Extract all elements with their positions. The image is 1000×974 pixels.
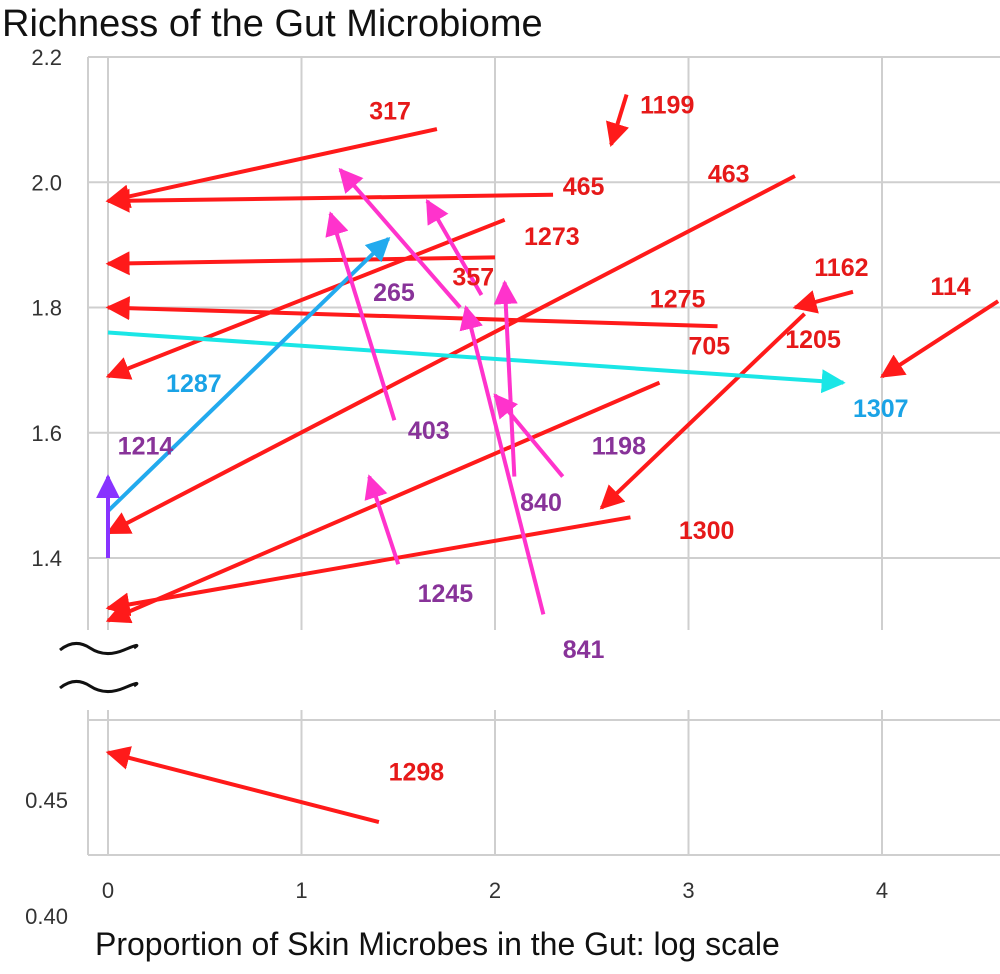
arrow-114 <box>879 299 1000 379</box>
axis-break-icon <box>59 642 139 693</box>
arrow-label-1287: 1287 <box>166 370 222 398</box>
arrow-label-1298: 1298 <box>389 758 445 786</box>
y-tick-label: 0.45 <box>25 788 68 813</box>
y-tick-label: 0.40 <box>25 904 68 929</box>
arrow-1307 <box>107 330 846 394</box>
arrow-1245 <box>364 474 401 565</box>
y-tick-label: 1.6 <box>31 421 62 446</box>
arrow-labels: 317 1199 465 463 1273 1162 114 357 265 1275 705 120… <box>118 91 971 786</box>
arrow-705 <box>105 380 661 624</box>
arrow-label-841: 841 <box>563 636 605 664</box>
y-tick-label: 1.4 <box>31 546 62 571</box>
x-tick-label: 0 <box>102 878 114 903</box>
arrow-label-265: 265 <box>373 279 415 307</box>
arrow-label-465: 465 <box>563 173 605 201</box>
arrow-label-1205: 1205 <box>785 326 841 354</box>
arrow-label-403: 403 <box>408 417 450 445</box>
arrow-1273 <box>105 217 506 380</box>
arrow-label-1273: 1273 <box>524 223 580 251</box>
arrow-label-705: 705 <box>689 332 731 360</box>
chart-title: Richness of the Gut Microbiome <box>2 3 543 45</box>
x-tick-label: 4 <box>876 878 888 903</box>
y-tick-label: 2.2 <box>31 45 62 70</box>
tick-labels: 0 1 2 3 4 1.4 1.6 1.8 2.0 2.2 0.40 0.45 <box>25 45 888 929</box>
arrow-1300 <box>105 515 631 617</box>
x-tick-label: 3 <box>682 878 694 903</box>
arrow-label-1214: 1214 <box>118 433 174 461</box>
arrow-840 <box>425 198 484 296</box>
arrow-1275 <box>105 296 718 329</box>
axis-break-gap <box>0 630 1000 710</box>
arrow-label-1199: 1199 <box>640 91 694 119</box>
arrow-265 <box>338 167 462 309</box>
arrow-label-1307: 1307 <box>853 395 909 423</box>
x-tick-label: 1 <box>295 878 307 903</box>
arrow-label-357: 357 <box>452 264 494 292</box>
arrow-label-317: 317 <box>369 98 411 126</box>
arrow-1287 <box>106 236 391 513</box>
arrow-series <box>96 93 1000 824</box>
x-axis-label: Proportion of Skin Microbes in the Gut: … <box>95 926 780 962</box>
x-tick-label: 2 <box>489 878 501 903</box>
arrow-label-463: 463 <box>708 160 750 188</box>
arrow-unlabeled <box>105 251 496 276</box>
arrow-1205 <box>599 312 806 510</box>
arrow-403 <box>325 211 397 421</box>
arrow-1199 <box>606 93 629 147</box>
y-tick-label: 2.0 <box>31 170 62 195</box>
arrow-label-1300: 1300 <box>679 517 735 545</box>
arrow-label-1275: 1275 <box>650 286 706 314</box>
arrow-357 <box>493 280 518 477</box>
arrow-label-1198: 1198 <box>592 433 646 461</box>
arrow-465 <box>105 188 554 213</box>
arrow-841 <box>459 305 546 615</box>
arrow-317 <box>105 127 438 209</box>
arrow-1198 <box>493 393 565 478</box>
arrow-label-1245: 1245 <box>418 580 474 608</box>
arrow-1162 <box>792 289 854 314</box>
arrow-label-840: 840 <box>520 489 562 517</box>
arrow-1298 <box>105 746 380 824</box>
arrow-label-114: 114 <box>930 273 970 301</box>
arrow-label-1162: 1162 <box>814 254 868 282</box>
y-tick-label: 1.8 <box>31 296 62 321</box>
